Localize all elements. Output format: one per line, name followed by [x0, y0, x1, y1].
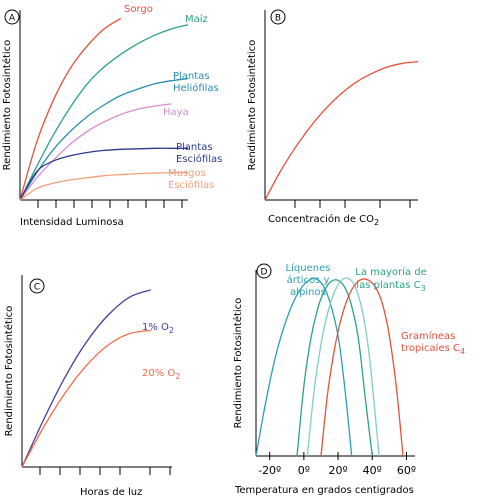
y-axis-title: Rendimiento Fotosintético — [1, 40, 13, 171]
series-label: tropicales C4 — [401, 343, 465, 356]
series-label-subscript: 2 — [175, 372, 180, 381]
series-line — [21, 289, 151, 468]
panel-label-circle — [256, 263, 272, 279]
x-axis-title: Concentración de CO2 — [268, 213, 379, 227]
series-label: las plantas C3 — [356, 280, 425, 293]
y-axis-title: Rendimiento Fotosintético — [246, 40, 258, 171]
series-line — [19, 24, 189, 201]
x-axis-title: Intensidad Luminosa — [20, 217, 124, 228]
series-label-subscript: 4 — [460, 347, 465, 356]
series-line — [264, 61, 419, 201]
x-axis-title-subscript: 2 — [374, 218, 379, 227]
series-line — [296, 279, 373, 457]
series-line — [19, 17, 122, 201]
panel-label-circle — [270, 9, 286, 25]
series-line — [306, 277, 380, 457]
series-label: Heliófilas — [173, 82, 219, 94]
series-line — [255, 277, 353, 457]
series-label: Plantas — [173, 71, 210, 82]
panels: A Intensidad Luminosa Rendimiento Fotosint… — [1, 4, 465, 498]
series-label: Esciófilas — [168, 179, 214, 191]
series-label: Maíz — [185, 13, 208, 25]
series-line — [320, 278, 404, 457]
x-axis-title: Horas de luz — [80, 487, 142, 498]
series-label: alpinos — [290, 287, 326, 298]
panel-label: C — [34, 283, 40, 293]
y-axis-title: Rendimiento Fotosintético — [3, 306, 15, 437]
series-label: Líquenes — [286, 262, 331, 274]
series-line — [21, 329, 151, 468]
panel-label: A — [9, 14, 16, 24]
series-line — [19, 147, 188, 201]
series-label: Gramíneas — [401, 330, 455, 342]
series-label-subscript: 3 — [421, 284, 426, 293]
y-axis-title: Rendimiento Fotosintético — [232, 298, 244, 429]
panel-label: D — [261, 268, 268, 278]
panel-c: C Horas de luz Rendimiento Fotosintético 1%… — [3, 275, 180, 498]
series-label: árticos y — [287, 274, 330, 286]
series-label: Esciófilas — [176, 153, 222, 165]
x-tick-label: 0º — [298, 464, 310, 477]
x-axis-title: Temperatura en grados centigrados — [234, 485, 414, 496]
series-label: Haya — [163, 107, 189, 118]
series-line — [19, 103, 172, 201]
x-tick-label: 60º — [397, 464, 416, 477]
x-tick-label: 20º — [328, 464, 347, 477]
panel-d: -20º 0º 20º 40º 60º D Temperatura en grados ce… — [232, 262, 465, 496]
panel-b: B Concentración de CO2 Rendimiento Fotosin… — [246, 9, 419, 227]
panel-label-circle — [4, 9, 20, 25]
series-label: Plantas — [176, 142, 213, 153]
panel-label-circle — [29, 278, 45, 294]
panel-label: B — [275, 14, 281, 24]
series-label-subscript: 2 — [169, 326, 174, 335]
series-label: Sorgo — [124, 4, 153, 15]
series-line — [19, 77, 189, 201]
series-label: Musgos — [168, 168, 206, 179]
series-label: 20% O2 — [142, 368, 180, 381]
panel-a: A Intensidad Luminosa Rendimiento Fotosint… — [1, 4, 222, 228]
x-tick-label: 40º — [363, 464, 382, 477]
series-label: 1% O2 — [142, 322, 174, 335]
series-label: La mayoría de — [355, 266, 426, 278]
x-tick-label: -20º — [258, 464, 281, 477]
series-line — [19, 171, 189, 201]
